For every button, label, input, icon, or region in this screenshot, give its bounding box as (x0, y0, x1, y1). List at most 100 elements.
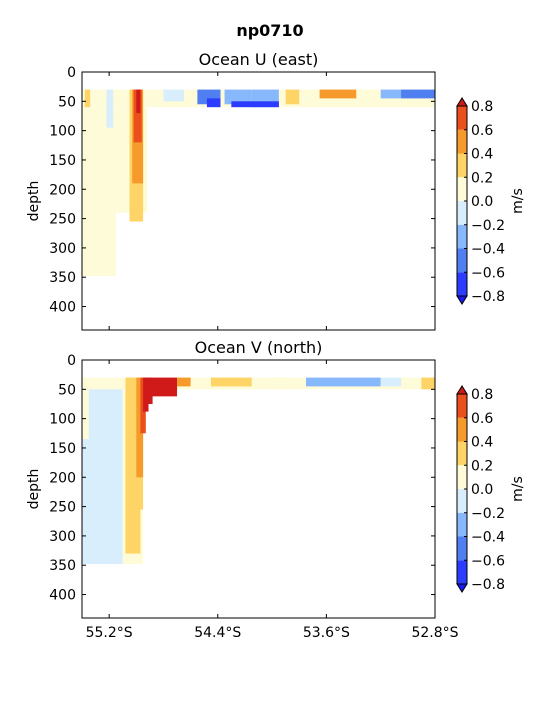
y-tick-label: 400 (49, 300, 76, 316)
panel-ocean-u: Ocean U (east) 0 50 100 150 200 250 300 350 400 de… (26, 50, 526, 331)
x-tick-label: 52.8°S (411, 625, 458, 641)
contour-region (306, 89, 320, 102)
y-tick-label: 350 (49, 270, 76, 286)
y-tick-label: 300 (49, 241, 76, 257)
y-tick-label: 0 (67, 65, 76, 81)
colorbar-tick-label: 0.8 (471, 99, 493, 115)
colorbar-tick-label: −0.8 (471, 289, 505, 305)
contour-region (145, 377, 153, 404)
colorbar-band (457, 201, 467, 225)
axes-frame (81, 359, 436, 619)
y-tick-label: 350 (49, 558, 76, 574)
panel-title: Ocean U (east) (199, 50, 319, 69)
y-tick-label: 400 (49, 588, 76, 604)
contour-region (380, 377, 402, 387)
colorbar-label: m/s (510, 476, 526, 502)
contour-region (272, 377, 293, 390)
colorbar-band (457, 224, 467, 249)
colorbar-tick-label: −0.6 (471, 553, 505, 569)
colorbar-tick-label: −0.8 (471, 577, 505, 593)
colorbar-extend-low (456, 295, 468, 305)
y-axis-label: depth (26, 181, 42, 222)
panel-title: Ocean V (north) (195, 338, 323, 357)
colorbar-band (457, 489, 467, 513)
colorbar-band (457, 536, 467, 561)
contour-region (106, 89, 114, 128)
x-tick-label: 53.6°S (303, 625, 350, 641)
contour-region (149, 377, 178, 397)
x-tick-label: 54.4°S (194, 625, 241, 641)
colorbar-band (457, 272, 467, 296)
y-tick-label: 0 (67, 353, 76, 369)
y-tick-label: 250 (49, 212, 76, 228)
y-tick-label: 100 (49, 412, 76, 428)
contour-region (84, 89, 91, 108)
colorbar-band (457, 560, 467, 584)
colorbar-tick-label: −0.4 (471, 530, 505, 546)
colorbar-tick-label: −0.4 (471, 242, 505, 258)
contour-region (210, 377, 252, 387)
y-tick-label: 100 (49, 124, 76, 140)
contour-region (319, 89, 357, 99)
colorbar-band (457, 153, 467, 178)
contour-region (82, 107, 116, 277)
colorbar-tick-label: 0.8 (471, 387, 493, 403)
contour-fill (82, 377, 435, 565)
colorbar-tick-label: 0.4 (471, 147, 493, 163)
colorbar: −0.8 −0.6 −0.4 −0.2 0.0 0.2 0.4 0.6 0.8 m/s (456, 97, 526, 305)
colorbar-tick-label: −0.6 (471, 265, 505, 281)
colorbar-tick-label: 0.0 (471, 482, 493, 498)
colorbar-tick-label: 0.6 (471, 411, 493, 427)
contour-region (224, 89, 252, 105)
contour-region (306, 377, 381, 387)
y-tick-label: 300 (49, 529, 76, 545)
colorbar-tick-label: 0.0 (471, 194, 493, 210)
y-tick-label: 50 (58, 382, 76, 398)
contour-region (136, 377, 144, 478)
y-tick-label: 50 (58, 94, 76, 110)
colorbar-extend-high (456, 385, 468, 395)
y-tick-label: 150 (49, 153, 76, 169)
contour-region (177, 377, 191, 387)
axes-frame (81, 71, 436, 331)
colorbar-band (457, 512, 467, 537)
y-tick-label: 200 (49, 182, 76, 198)
contour-region (401, 89, 435, 99)
colorbar-tick-label: 0.2 (471, 458, 493, 474)
contour-region (136, 89, 141, 114)
colorbar-band (457, 106, 467, 130)
panel-ocean-v: Ocean V (north) 0 50 100 150 200 250 300 350 400 5… (26, 338, 526, 641)
colorbar-extend-high (456, 97, 468, 107)
colorbar-tick-label: 0.4 (471, 435, 493, 451)
contour-fill (82, 89, 435, 277)
colorbar-tick-label: −0.2 (471, 506, 505, 522)
y-tick-label: 150 (49, 441, 76, 457)
colorbar-band (457, 129, 467, 154)
colorbar-extend-low (456, 583, 468, 593)
contour-region (206, 98, 221, 108)
colorbar-band (457, 177, 467, 201)
colorbar-band (457, 441, 467, 466)
contour-region (380, 89, 402, 99)
contour-region (82, 377, 435, 390)
colorbar-tick-label: 0.2 (471, 170, 493, 186)
colorbar-tick-label: 0.6 (471, 123, 493, 139)
y-tick-label: 200 (49, 470, 76, 486)
contour-region (421, 377, 435, 390)
figure-title: np0710 (236, 21, 303, 40)
colorbar-band (457, 248, 467, 273)
colorbar: −0.8 −0.6 −0.4 −0.2 0.0 0.2 0.4 0.6 0.8 m/s (456, 385, 526, 593)
contour-region (285, 89, 300, 105)
colorbar-label: m/s (510, 188, 526, 214)
contour-region (133, 89, 142, 143)
contour-region (82, 389, 89, 440)
colorbar-band (457, 417, 467, 442)
y-tick-label: 250 (49, 500, 76, 516)
colorbar-tick-label: −0.2 (471, 218, 505, 234)
contour-region (163, 89, 184, 102)
contour-region (231, 101, 279, 108)
colorbar-band (457, 394, 467, 418)
x-tick-label: 55.2°S (86, 625, 133, 641)
y-axis-label: depth (26, 469, 42, 510)
